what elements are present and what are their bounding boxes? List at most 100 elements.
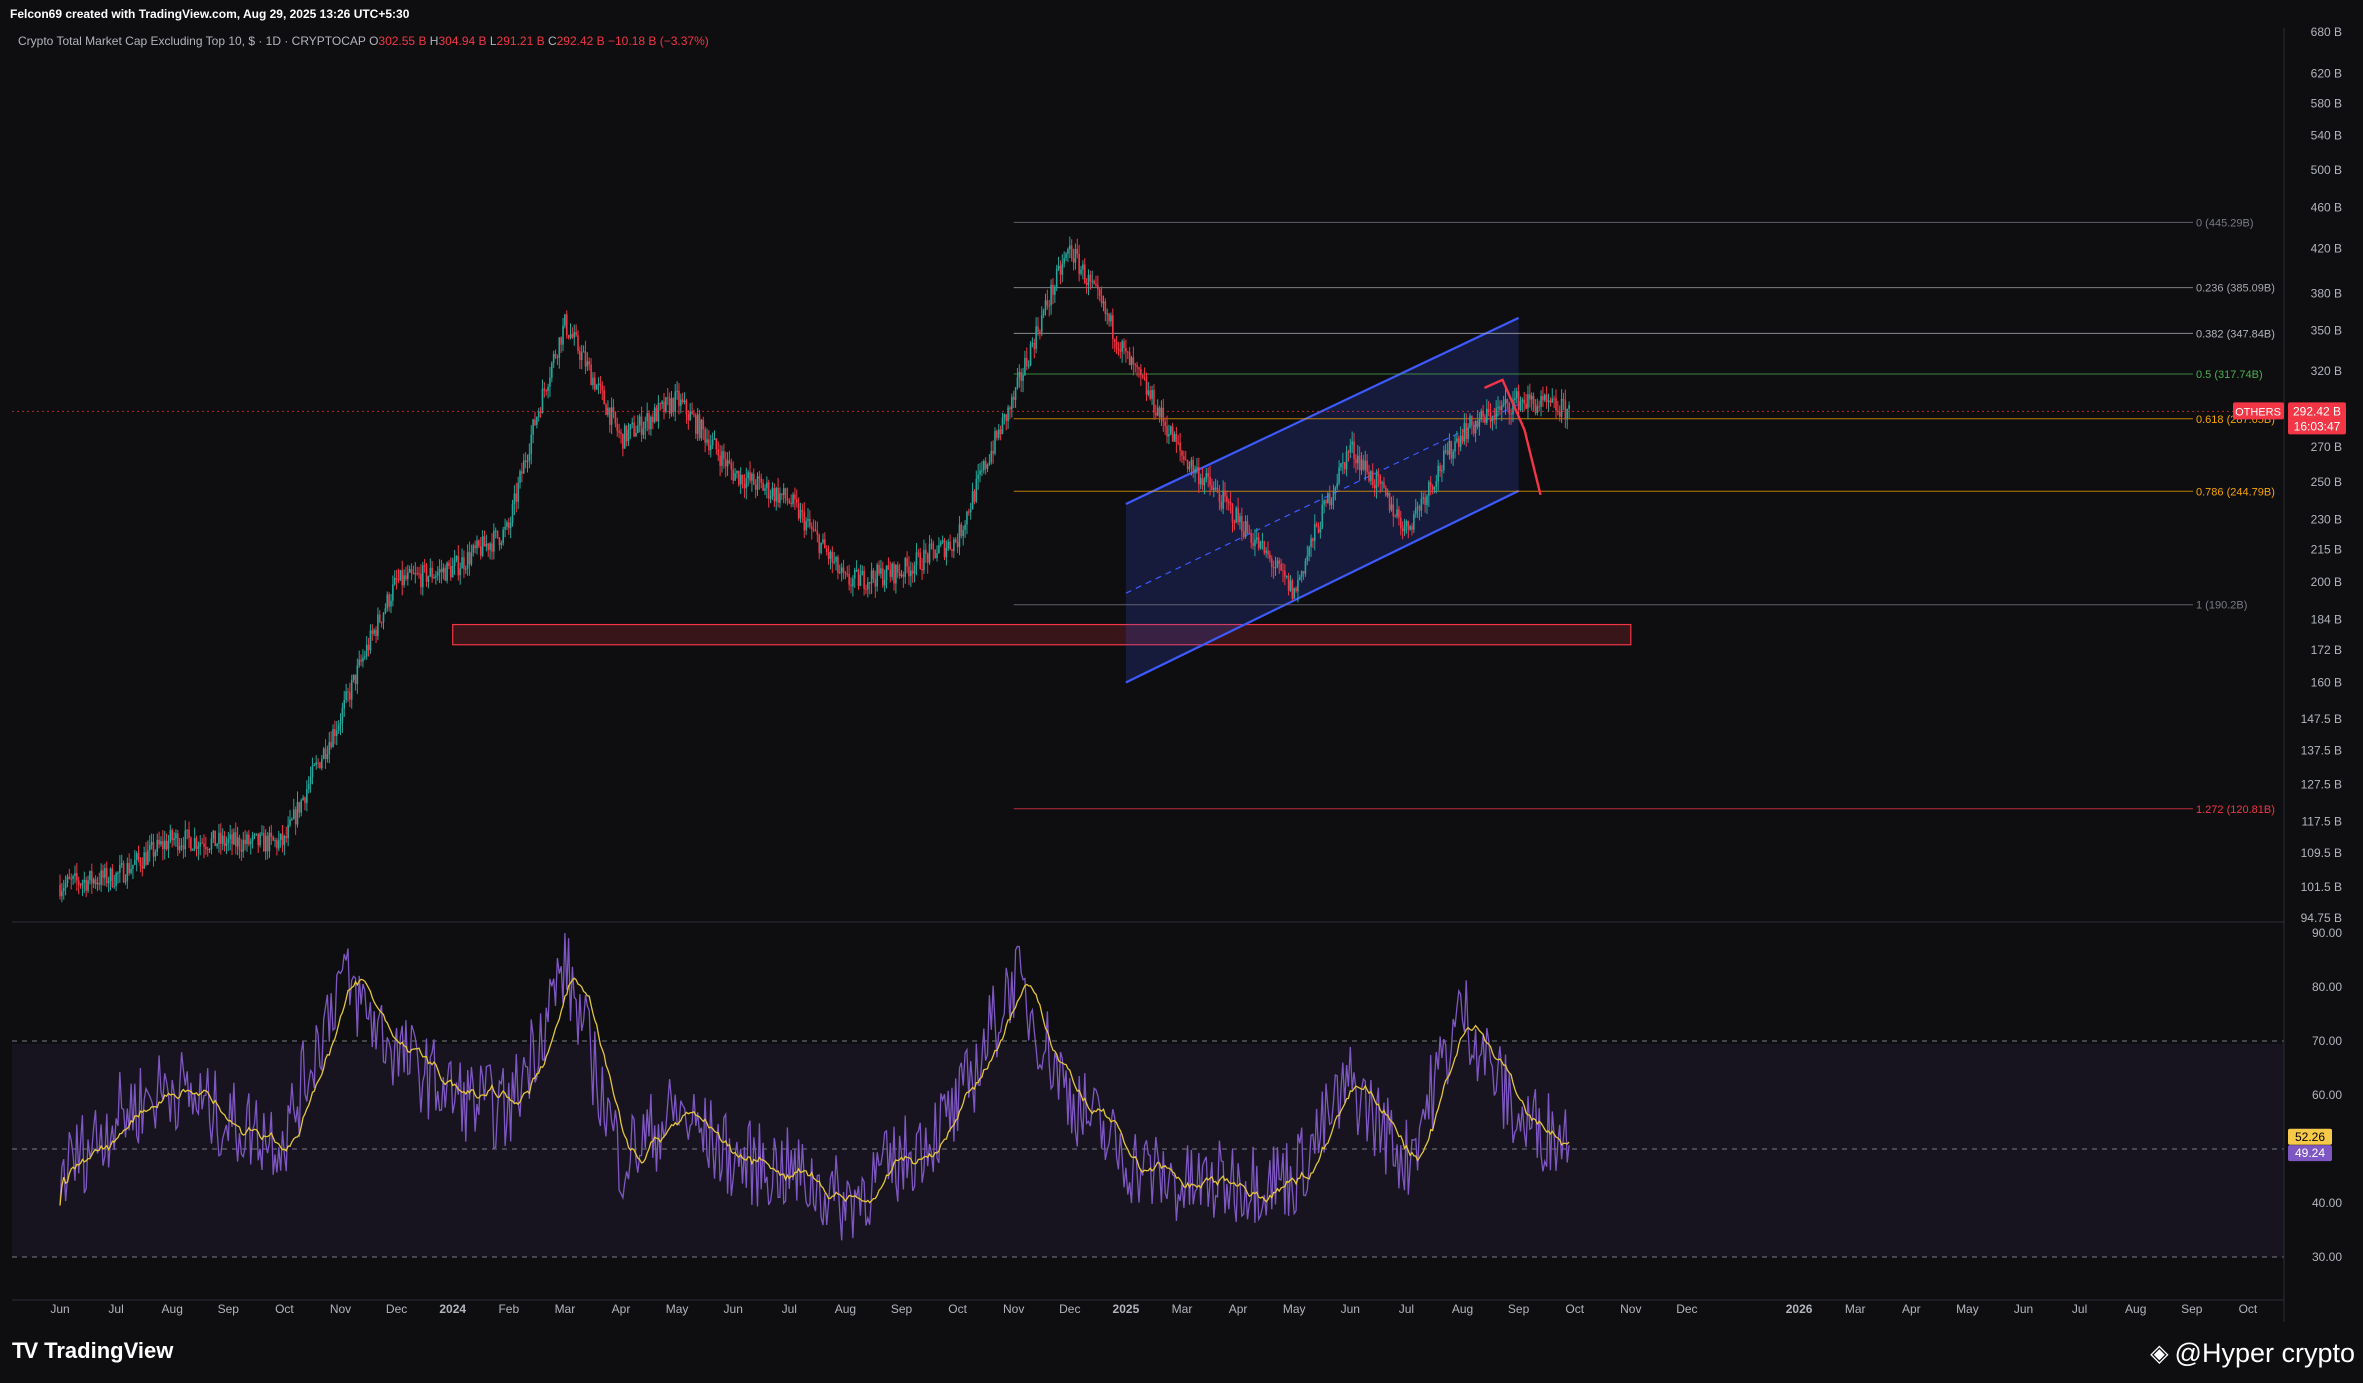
candle-body: [953, 539, 955, 552]
candle-body: [1220, 501, 1223, 509]
candle-body: [105, 868, 108, 884]
candle-body: [556, 356, 559, 358]
candle-body: [377, 614, 379, 636]
candle-body: [1256, 537, 1258, 540]
candle-body: [1491, 417, 1494, 422]
price-tick-label: 580 B: [2311, 97, 2342, 111]
candle-body: [478, 540, 480, 547]
rsi-tick-label: 70.00: [2312, 1034, 2342, 1048]
candle-body: [1383, 482, 1385, 488]
candle-body: [1486, 408, 1488, 423]
candle-body: [1426, 495, 1428, 505]
candle-body: [287, 825, 289, 838]
candle-body: [212, 830, 215, 839]
candle-body: [713, 438, 716, 441]
candle-body: [889, 569, 892, 577]
fib-label-1.272: 1.272 (120.81B): [2196, 804, 2275, 816]
rsi-axis[interactable]: 90.00 80.00 70.00 60.00 40.00 30.00: [2312, 926, 2342, 1264]
candle-body: [1209, 476, 1211, 486]
candle-body: [489, 543, 491, 550]
candle-body: [1317, 525, 1320, 533]
candle-body: [156, 839, 159, 852]
candle-body: [1313, 524, 1316, 541]
candle-body: [928, 544, 931, 563]
candle-body: [653, 407, 656, 423]
time-tick-label: Sep: [891, 1302, 913, 1316]
candle-body: [941, 540, 944, 543]
candle-body: [259, 833, 261, 846]
candle-body: [1568, 405, 1570, 409]
time-axis[interactable]: Jun Jul Aug Sep Oct Nov Dec 2024 Feb Mar Apr May Jun…: [50, 1302, 2258, 1316]
candle-body: [167, 841, 170, 850]
price-tick-label: 109.5 B: [2301, 846, 2342, 860]
candle-body: [1471, 415, 1473, 426]
candle-body: [1020, 371, 1022, 381]
candle-body: [1472, 425, 1475, 434]
candle-body: [79, 884, 82, 886]
candle-body: [696, 414, 699, 434]
candle-body: [517, 483, 519, 502]
candle-body: [674, 391, 677, 412]
candle-body: [1530, 395, 1533, 400]
candle-body: [328, 742, 331, 755]
candle-body: [539, 411, 542, 413]
candle-body: [388, 594, 390, 607]
candle-body: [1024, 357, 1026, 375]
candle-body: [315, 762, 317, 765]
fib-label-0.786: 0.786 (244.79B): [2196, 486, 2275, 498]
candle-body: [917, 552, 920, 554]
candle-body: [442, 567, 445, 573]
candle-body: [752, 473, 755, 485]
tradingview-logo[interactable]: TV TradingView: [12, 1338, 173, 1364]
candle-body: [154, 851, 157, 857]
candle-body: [1113, 338, 1116, 343]
time-tick-label: Oct: [2239, 1302, 2258, 1316]
candle-body: [508, 522, 510, 529]
candle-body: [637, 425, 639, 433]
candle-body: [1495, 408, 1497, 420]
candle-body: [421, 565, 424, 588]
support-zone[interactable]: [452, 623, 1632, 646]
candle-body: [511, 504, 514, 523]
candle-body: [513, 493, 516, 505]
candle-body: [242, 839, 245, 852]
candle-body: [923, 549, 925, 571]
candle-body: [614, 411, 617, 424]
candle-body: [779, 493, 781, 503]
candle-body: [285, 836, 288, 838]
candle-body: [1536, 406, 1539, 414]
candle-body: [1547, 400, 1550, 402]
candle-body: [893, 563, 895, 584]
candle-body: [627, 429, 630, 442]
candle-body: [938, 545, 940, 554]
candle-body: [416, 573, 418, 575]
candle-body: [438, 569, 441, 573]
candle-body: [216, 843, 218, 847]
candle-body: [717, 449, 720, 456]
candle-body: [1497, 406, 1499, 409]
candle-body: [986, 464, 989, 469]
candle-body: [1083, 264, 1086, 284]
candle-body: [1263, 541, 1266, 553]
price-axis[interactable]: 680 B 620 B 580 B 540 B 500 B 460 B 420 B 380 B…: [2301, 25, 2342, 925]
candle-body: [139, 859, 142, 866]
candle-body: [1018, 371, 1021, 378]
candle-body: [429, 567, 432, 577]
price-tick-label: 380 B: [2311, 287, 2342, 301]
candle-body: [1177, 442, 1180, 444]
candle-body: [210, 838, 213, 849]
candle-body: [1564, 400, 1567, 420]
candle-body: [1188, 466, 1191, 470]
candle-body: [837, 557, 839, 573]
candle-body: [236, 837, 239, 847]
candle-body: [218, 832, 220, 844]
candle-body: [427, 576, 430, 582]
candle-body: [435, 575, 437, 578]
candle-body: [1179, 442, 1181, 451]
candle-body: [534, 419, 536, 425]
candle-body: [1080, 269, 1082, 274]
fib-retracement[interactable]: 0 (445.29B) 0.236 (385.09B) 0.382 (347.84B…: [1013, 217, 2275, 816]
candle-body: [1155, 412, 1157, 416]
candle-body: [597, 383, 600, 385]
